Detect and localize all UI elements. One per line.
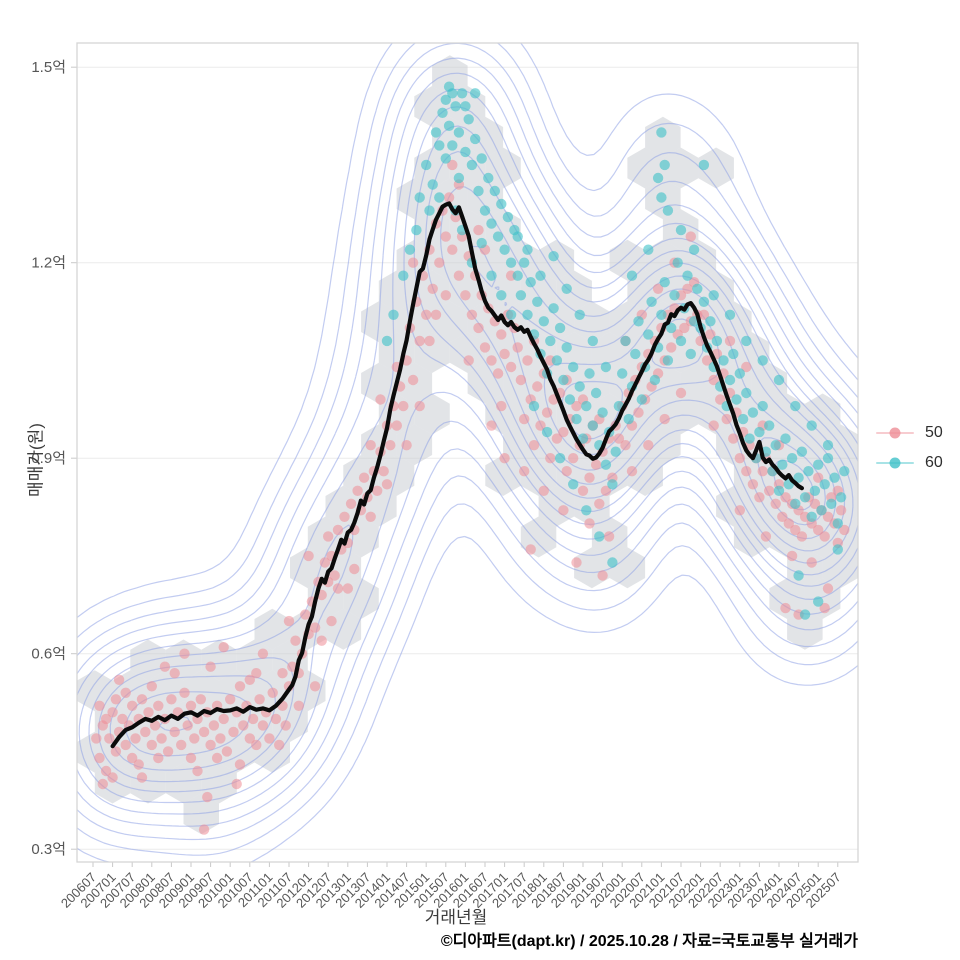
y-tick-label: 0.9억 <box>31 450 66 467</box>
plot-border <box>76 42 859 863</box>
legend-marker-60-icon <box>874 457 916 469</box>
scatter-series-60 <box>381 81 850 620</box>
y-axis-title: 매매가(원) <box>26 423 46 497</box>
scatter-series-50 <box>91 159 850 835</box>
source-attribution: ©디아파트(dapt.kr) / 2025.10.28 / 자료=국토교통부 실… <box>440 933 858 950</box>
axis-ticks <box>71 66 839 867</box>
legend-label-60: 60 <box>925 454 943 471</box>
legend: 50 60 <box>874 424 943 472</box>
legend-item-60[interactable]: 60 <box>874 454 943 472</box>
legend-item-50[interactable]: 50 <box>874 424 943 442</box>
legend-label-50: 50 <box>925 424 943 441</box>
y-tick-label: 1.5억 <box>31 59 66 76</box>
x-axis-title: 거래년월 <box>424 908 488 927</box>
y-tick-label: 0.6억 <box>31 646 66 663</box>
y-tick-label: 1.2억 <box>31 255 66 272</box>
legend-marker-50-icon <box>874 427 916 439</box>
y-tick-labels: 0.3억 0.6억 0.9억 1.2억 1.5억 <box>31 59 66 858</box>
trend-line <box>110 201 804 749</box>
y-tick-label: 0.3억 <box>31 841 66 858</box>
